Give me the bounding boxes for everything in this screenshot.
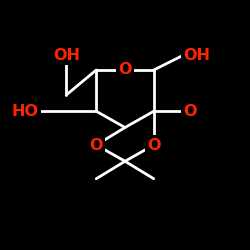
Text: OH: OH (184, 48, 211, 62)
Text: HO: HO (12, 104, 39, 119)
Text: O: O (147, 138, 160, 152)
Text: O: O (90, 138, 103, 152)
Text: O: O (118, 62, 132, 78)
Text: OH: OH (53, 48, 80, 62)
Text: O: O (184, 104, 197, 119)
